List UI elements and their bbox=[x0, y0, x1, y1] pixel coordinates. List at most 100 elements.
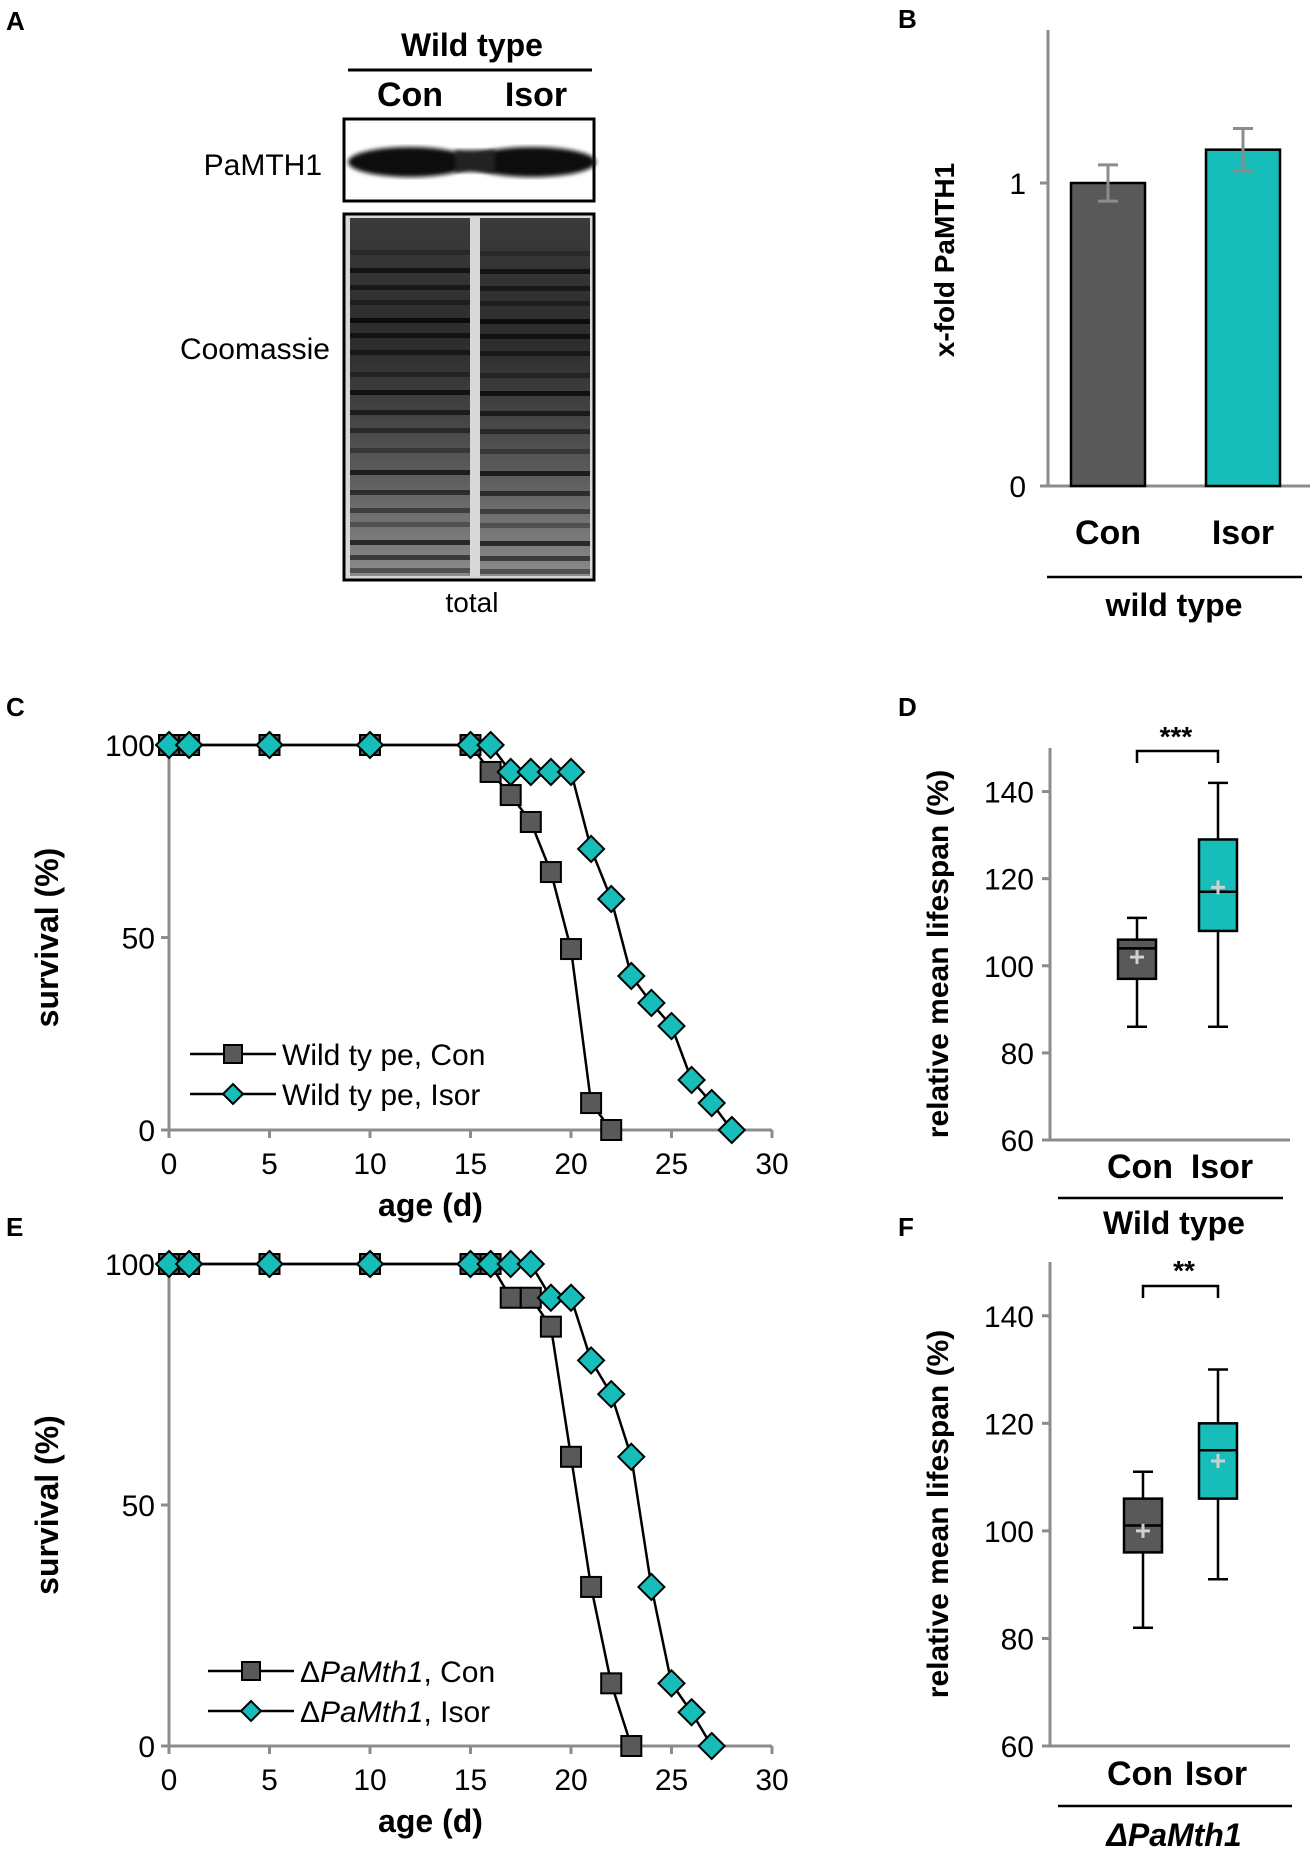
y-tick-label: 120 bbox=[984, 864, 1034, 897]
data-point-isor bbox=[456, 730, 485, 760]
data-point-con bbox=[620, 1735, 643, 1757]
data-point-isor bbox=[516, 1249, 546, 1279]
data-point-isor bbox=[697, 1088, 727, 1118]
bar-isor bbox=[1204, 148, 1282, 488]
data-point-isor bbox=[536, 757, 566, 787]
blot-band-con bbox=[348, 147, 472, 177]
data-point-isor bbox=[697, 1731, 727, 1761]
significance-d: *** bbox=[1160, 721, 1193, 752]
data-point-isor bbox=[657, 1668, 686, 1698]
legend-marker-con bbox=[241, 1661, 261, 1681]
panel-b: B 0 1 Con Isor x-fold PaMTH1 wild type bbox=[898, 4, 1310, 623]
x-tick-label: 5 bbox=[261, 1148, 278, 1181]
legend-marker-con bbox=[223, 1044, 243, 1064]
data-point-con bbox=[499, 1286, 522, 1309]
y-tick-label: 80 bbox=[1001, 1038, 1034, 1071]
x-tick-label: 0 bbox=[161, 1148, 178, 1181]
gel-band bbox=[350, 568, 470, 573]
data-point-isor bbox=[677, 1065, 707, 1095]
data-point-con bbox=[539, 861, 562, 884]
y-tick-label: 0 bbox=[1009, 471, 1026, 504]
gel-band bbox=[350, 540, 470, 545]
x-tick-label: 30 bbox=[755, 1764, 788, 1797]
x-tick-label: 20 bbox=[554, 1764, 587, 1797]
gel-band bbox=[350, 508, 470, 513]
group-label-f: ΔPaMth1 bbox=[1105, 1817, 1241, 1853]
y-tick-label: 80 bbox=[1001, 1623, 1034, 1656]
x-axis-label: age (d) bbox=[378, 1803, 483, 1839]
gel-band bbox=[480, 541, 590, 546]
y-tick-label: 50 bbox=[122, 923, 155, 956]
y-tick-label: 0 bbox=[138, 1115, 155, 1148]
gel-band bbox=[480, 449, 590, 454]
lane-label-con: Con bbox=[377, 76, 443, 114]
x-axis-label: age (d) bbox=[378, 1187, 483, 1223]
y-axis-label: survival (%) bbox=[29, 1415, 65, 1595]
panel-f: F 60 80 100 120 140 relative mean lifespan (%… bbox=[898, 1212, 1292, 1853]
panel-label-c: C bbox=[6, 692, 25, 722]
gel-caption: total bbox=[446, 587, 499, 618]
x-tick-label: 15 bbox=[454, 1764, 487, 1797]
x-tick-label: Isor bbox=[1185, 1755, 1247, 1793]
data-point-isor bbox=[616, 961, 646, 991]
gel-band bbox=[480, 429, 590, 434]
gel-band bbox=[480, 373, 590, 378]
data-point-isor bbox=[636, 988, 666, 1018]
x-tick-label: 15 bbox=[454, 1148, 487, 1181]
data-point-isor bbox=[657, 1011, 686, 1041]
data-point-isor bbox=[496, 757, 526, 787]
x-tick-label: 30 bbox=[755, 1148, 788, 1181]
gel-band bbox=[480, 319, 590, 324]
legend-label: Wild ty pe, Isor bbox=[282, 1079, 480, 1112]
gel-bands bbox=[350, 250, 590, 574]
panel-label-e: E bbox=[6, 1212, 23, 1242]
y-tick-label: 50 bbox=[122, 1490, 155, 1523]
data-point-con bbox=[539, 1315, 562, 1338]
data-point-isor bbox=[476, 730, 506, 760]
blot-header: Wild type bbox=[401, 27, 543, 63]
gel-band bbox=[480, 269, 590, 274]
legend-marker-isor bbox=[239, 1699, 263, 1723]
gel-band bbox=[480, 391, 590, 396]
gel-band bbox=[350, 522, 470, 527]
panel-label-b: B bbox=[898, 4, 917, 34]
coomassie-gel bbox=[342, 212, 596, 582]
data-point-isor bbox=[576, 1345, 606, 1375]
y-tick-label: 100 bbox=[984, 1516, 1034, 1549]
gel-label: Coomassie bbox=[180, 333, 330, 366]
data-point-isor bbox=[556, 757, 586, 787]
blot-label: PaMTH1 bbox=[204, 149, 322, 182]
x-tick-label: Con bbox=[1107, 1755, 1173, 1793]
y-tick-label: 1 bbox=[1009, 168, 1026, 201]
data-point-isor bbox=[596, 1379, 626, 1409]
gel-band bbox=[480, 509, 590, 514]
data-point-isor bbox=[154, 1249, 184, 1279]
data-point-isor bbox=[556, 1283, 586, 1313]
series-line bbox=[169, 743, 733, 1131]
y-tick-label: 100 bbox=[984, 951, 1034, 984]
gel-band bbox=[480, 301, 590, 306]
x-tick-label: Con bbox=[1075, 514, 1141, 552]
box-chart-f: 60 80 100 120 140 relative mean lifespan (%) C… bbox=[922, 1262, 1290, 1793]
panel-c: C 0 50 100 0 5 10 15 20 25 30 age (d) survival (%) W… bbox=[6, 692, 789, 1223]
panel-d: D 60 80 100 120 140 relative mean lifespan (%… bbox=[898, 692, 1290, 1241]
legend-label: Wild ty pe, Con bbox=[282, 1039, 485, 1072]
gel-band bbox=[480, 523, 590, 528]
data-point-isor bbox=[476, 1249, 506, 1279]
data-point-con bbox=[560, 1445, 582, 1468]
x-tick-label: 5 bbox=[261, 1764, 278, 1797]
data-point-isor bbox=[174, 1249, 204, 1279]
data-point-con bbox=[580, 1575, 603, 1598]
bar-chart-b: 0 1 Con Isor bbox=[1009, 30, 1310, 552]
gel-band bbox=[350, 318, 470, 323]
x-tick-label: 0 bbox=[161, 1764, 178, 1797]
survival-chart-c: 0 50 100 0 5 10 15 20 25 30 age (d) survival (%) Wil… bbox=[29, 730, 789, 1223]
y-tick-label: 100 bbox=[105, 730, 155, 763]
gel-band bbox=[350, 268, 470, 273]
significance-f: ** bbox=[1173, 1255, 1195, 1286]
data-point-isor bbox=[717, 1115, 747, 1145]
x-tick-label: Con bbox=[1107, 1148, 1173, 1186]
gel-band bbox=[350, 285, 470, 290]
y-tick-label: 60 bbox=[1001, 1125, 1034, 1158]
